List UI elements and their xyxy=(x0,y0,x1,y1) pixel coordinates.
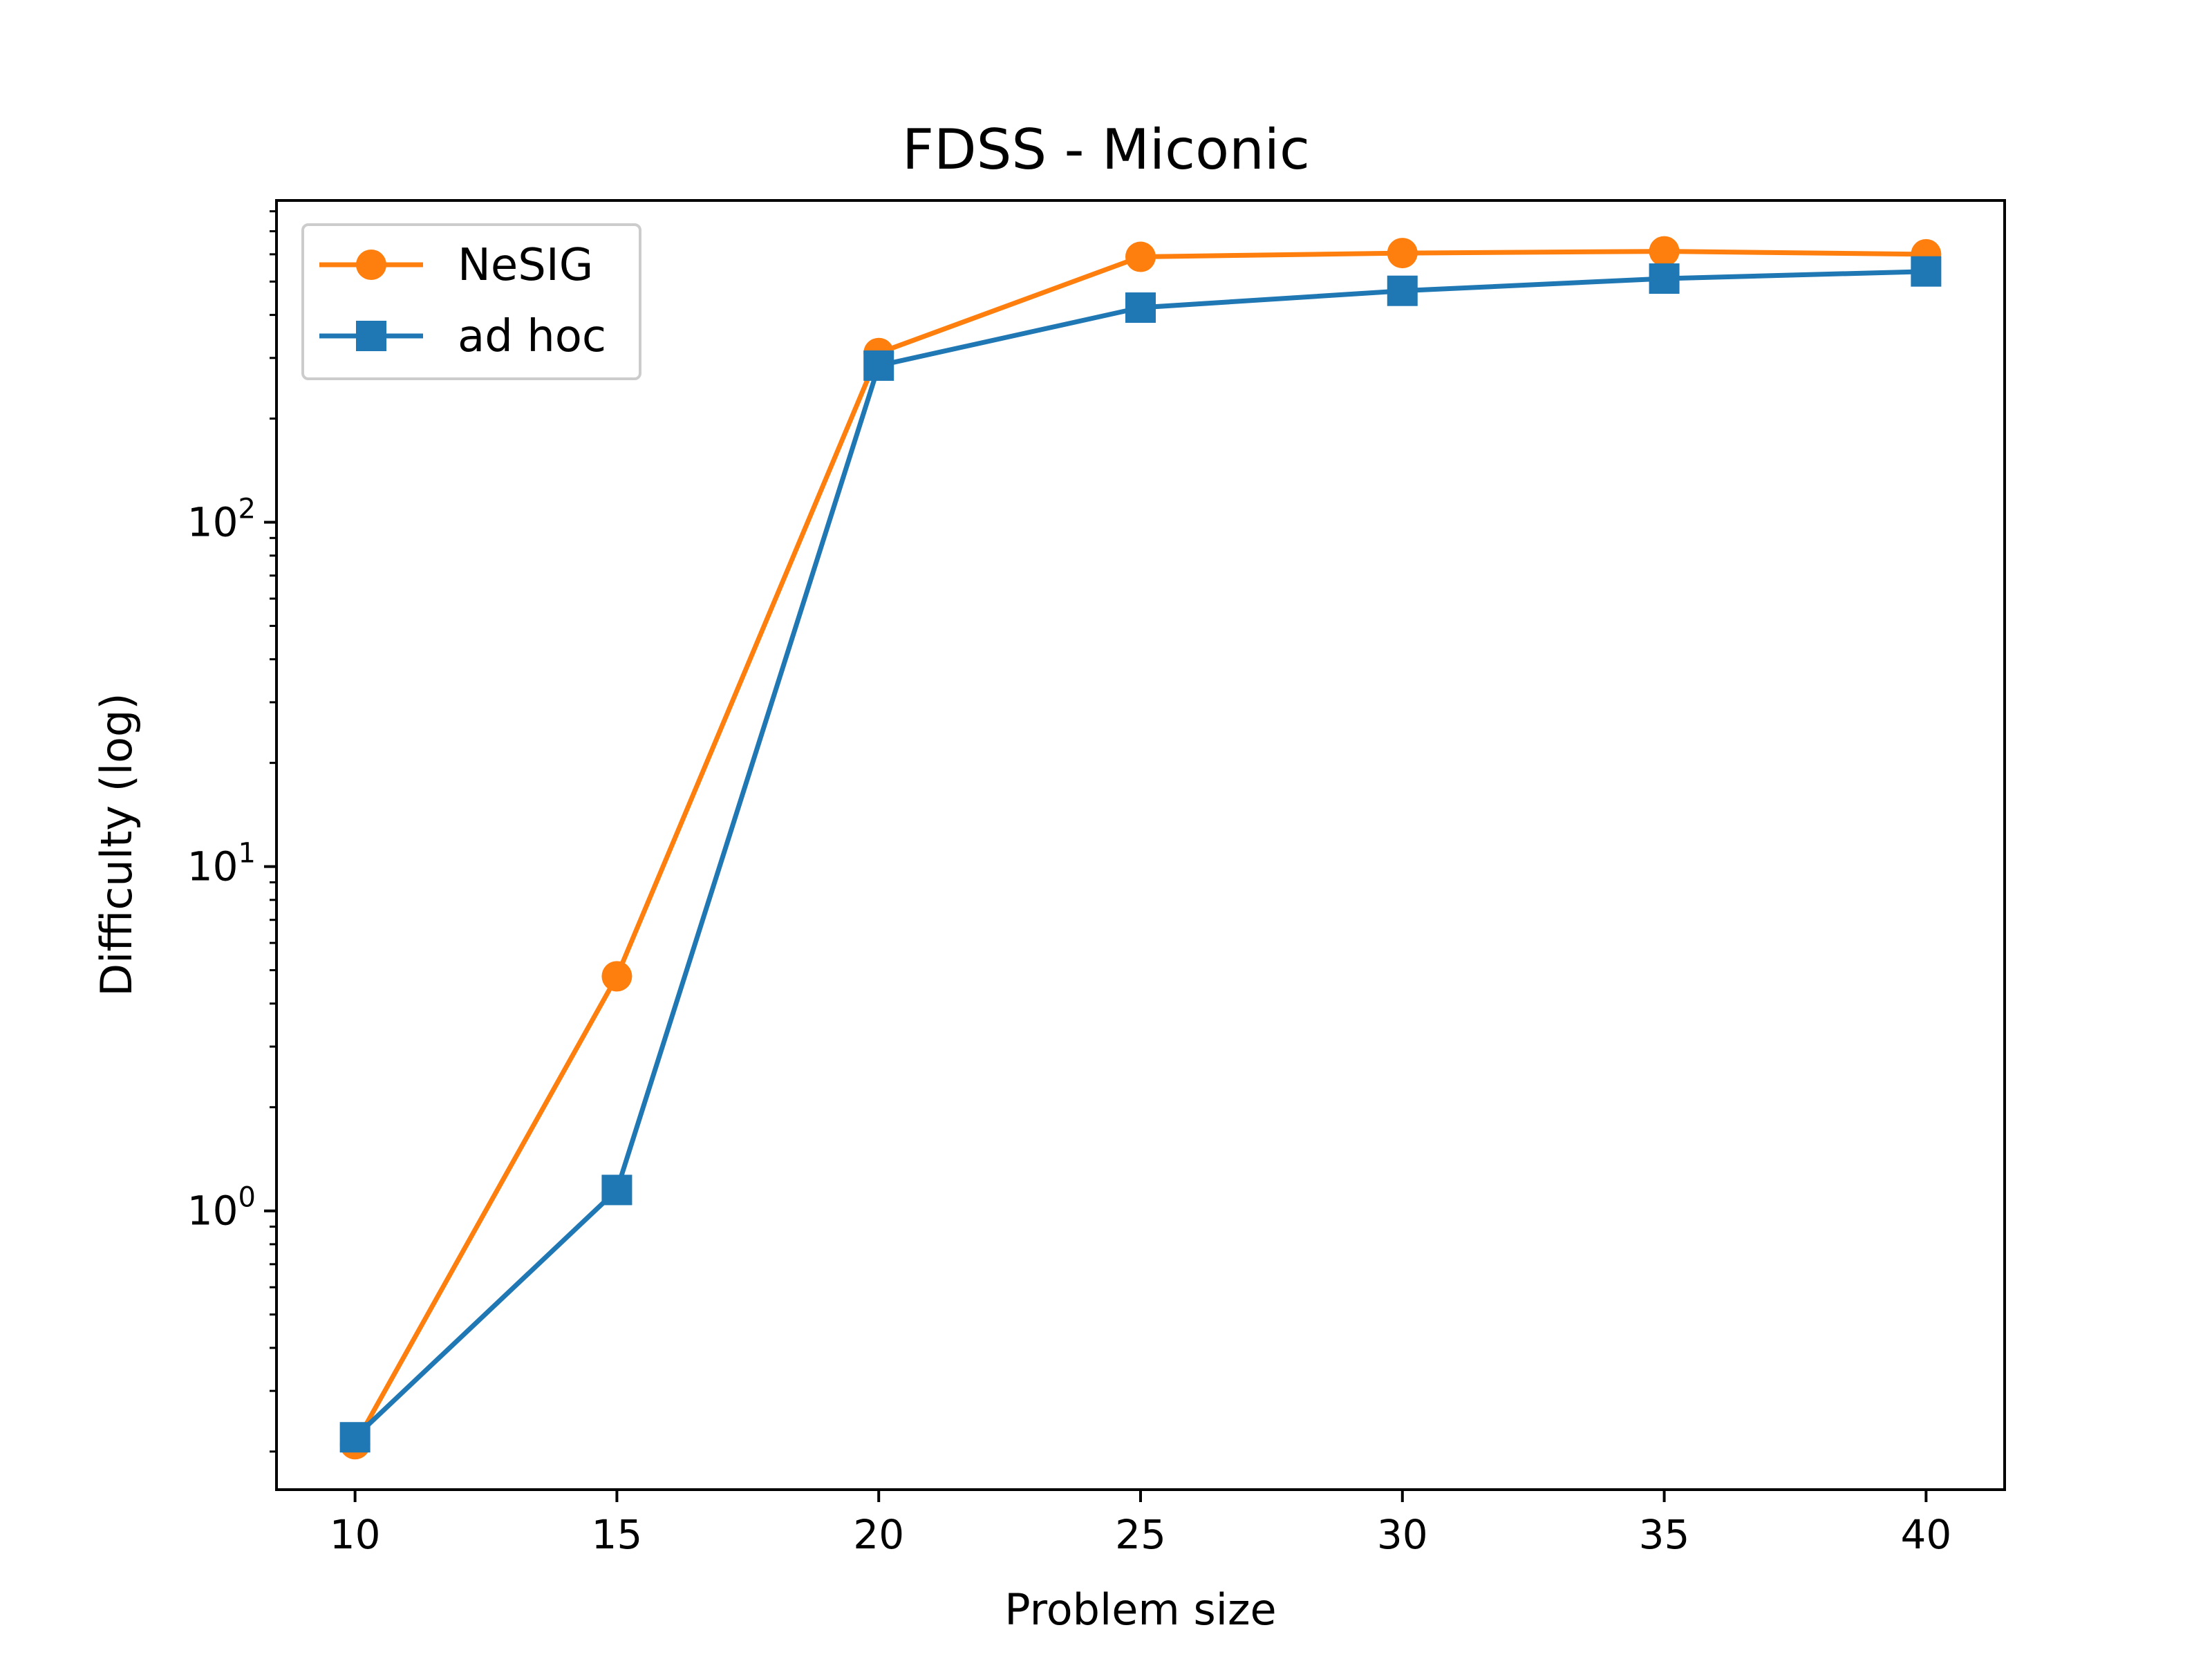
data-point-nesig xyxy=(1387,238,1418,269)
x-tick-label: 10 xyxy=(330,1511,381,1558)
x-tick-label: 15 xyxy=(592,1511,643,1558)
x-tick-label: 40 xyxy=(1900,1511,1951,1558)
x-tick-label: 25 xyxy=(1115,1511,1166,1558)
legend-marker-nesig xyxy=(356,250,386,280)
data-point-nesig xyxy=(1649,236,1680,267)
data-point-ad-hoc xyxy=(1387,275,1418,306)
y-axis-label: Difficulty (log) xyxy=(91,693,142,996)
axes-frame xyxy=(275,199,2006,1491)
data-point-ad-hoc xyxy=(863,350,894,381)
x-axis-label: Problem size xyxy=(1004,1584,1276,1635)
data-point-nesig xyxy=(1125,241,1156,272)
chart-title: FDSS - Miconic xyxy=(902,118,1310,182)
x-tick-label: 30 xyxy=(1377,1511,1428,1558)
data-point-nesig xyxy=(601,961,632,992)
data-point-ad-hoc xyxy=(1125,292,1156,324)
y-tick-label: 101 xyxy=(187,838,256,890)
x-tick-label: 20 xyxy=(853,1511,904,1558)
legend-label-ad-hoc: ad hoc xyxy=(458,311,606,362)
data-point-ad-hoc xyxy=(339,1422,371,1453)
data-point-ad-hoc xyxy=(1649,263,1680,294)
y-tick-label: 100 xyxy=(187,1182,256,1235)
data-point-ad-hoc xyxy=(1911,256,1942,287)
y-tick-label: 102 xyxy=(187,493,256,545)
legend-label-nesig: NeSIG xyxy=(458,240,593,291)
data-point-ad-hoc xyxy=(601,1174,632,1206)
legend: NeSIG ad hoc xyxy=(301,223,641,380)
x-tick-label: 35 xyxy=(1639,1511,1690,1558)
legend-marker-ad-hoc xyxy=(356,321,386,351)
